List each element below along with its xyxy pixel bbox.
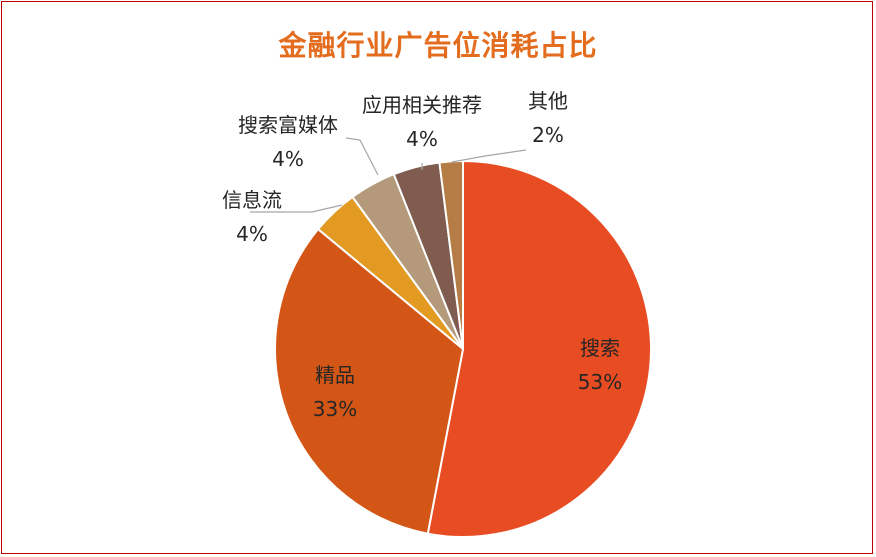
pie-slice-1	[274, 227, 465, 535]
slice-percent-0: 53%	[578, 370, 622, 394]
slice-label-1: 精品	[315, 363, 355, 387]
slice-percent-5: 2%	[532, 123, 564, 147]
slice-percent-2: 4%	[236, 222, 268, 246]
leader-line-2	[250, 204, 343, 213]
slice-label-2: 信息流	[222, 188, 282, 212]
leader-line-3	[345, 137, 379, 176]
slice-label-0: 搜索	[580, 336, 620, 360]
slice-label-4: 应用相关推荐	[362, 93, 482, 117]
leader-line-5	[451, 149, 527, 163]
slice-percent-1: 33%	[313, 397, 357, 421]
slice-label-5: 其他	[528, 89, 568, 113]
slice-percent-4: 4%	[406, 127, 438, 151]
pie-slice-5	[438, 159, 464, 350]
pie-slice-0	[426, 159, 652, 538]
slice-percent-3: 4%	[272, 147, 304, 171]
slice-label-3: 搜索富媒体	[238, 113, 338, 137]
chart-title: 金融行业广告位消耗占比	[278, 29, 598, 62]
